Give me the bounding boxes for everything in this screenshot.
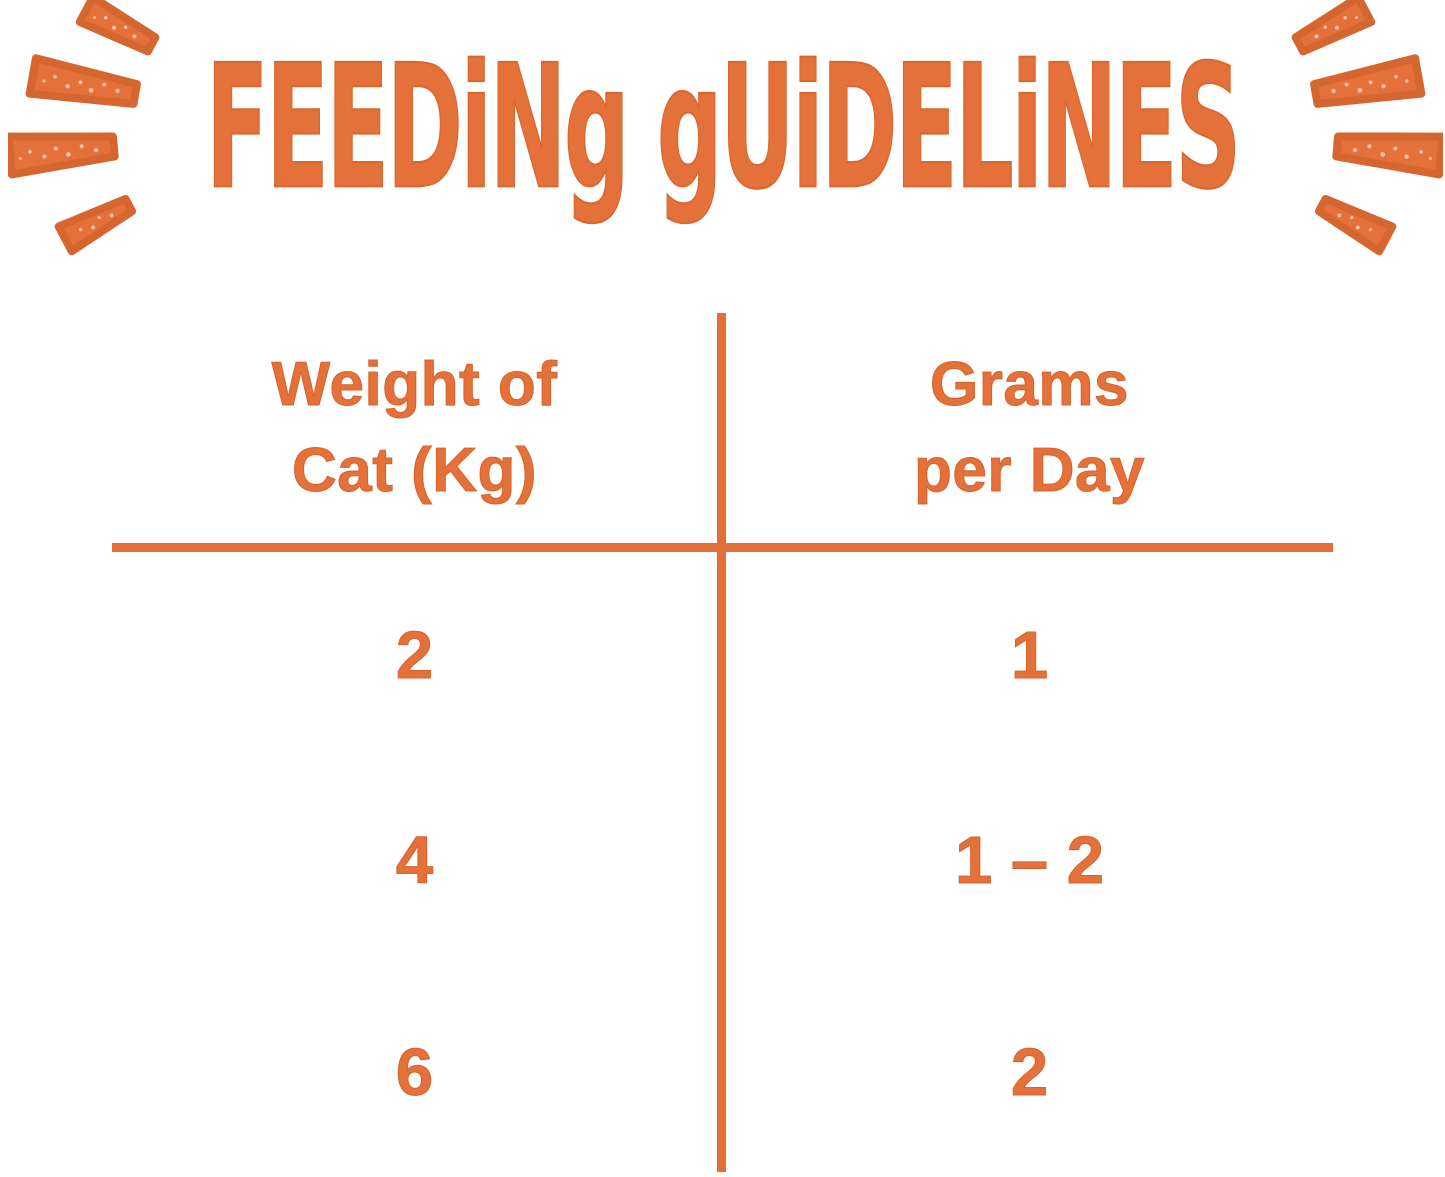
page-title-text: FEEDiNg gUiDELiNES bbox=[205, 28, 1241, 228]
column-header-grams-line1: Grams bbox=[930, 350, 1129, 420]
weight-value-row3: 6 bbox=[395, 1035, 434, 1111]
weight-value-row1: 2 bbox=[395, 618, 434, 694]
column-header-weight: Weight of Cat (Kg) bbox=[112, 342, 717, 514]
weight-value-row2: 4 bbox=[395, 823, 434, 899]
page-title: FEEDiNg gUiDELiNES bbox=[0, 18, 1445, 238]
column-header-weight-line2: Cat (Kg) bbox=[291, 436, 538, 506]
column-divider-line bbox=[717, 313, 726, 1172]
column-header-weight-line1: Weight of bbox=[271, 350, 558, 420]
grams-value-row2: 1 – 2 bbox=[954, 823, 1105, 899]
burst-rays-right-icon bbox=[1291, 0, 1443, 256]
column-header-grams-line2: per Day bbox=[914, 436, 1145, 506]
grams-value-row1: 1 bbox=[1010, 618, 1049, 694]
burst-rays-left-icon bbox=[8, 0, 160, 256]
column-header-grams: Grams per Day bbox=[726, 342, 1333, 514]
grams-value-row3: 2 bbox=[1010, 1035, 1049, 1111]
header-divider-line bbox=[112, 543, 1333, 552]
